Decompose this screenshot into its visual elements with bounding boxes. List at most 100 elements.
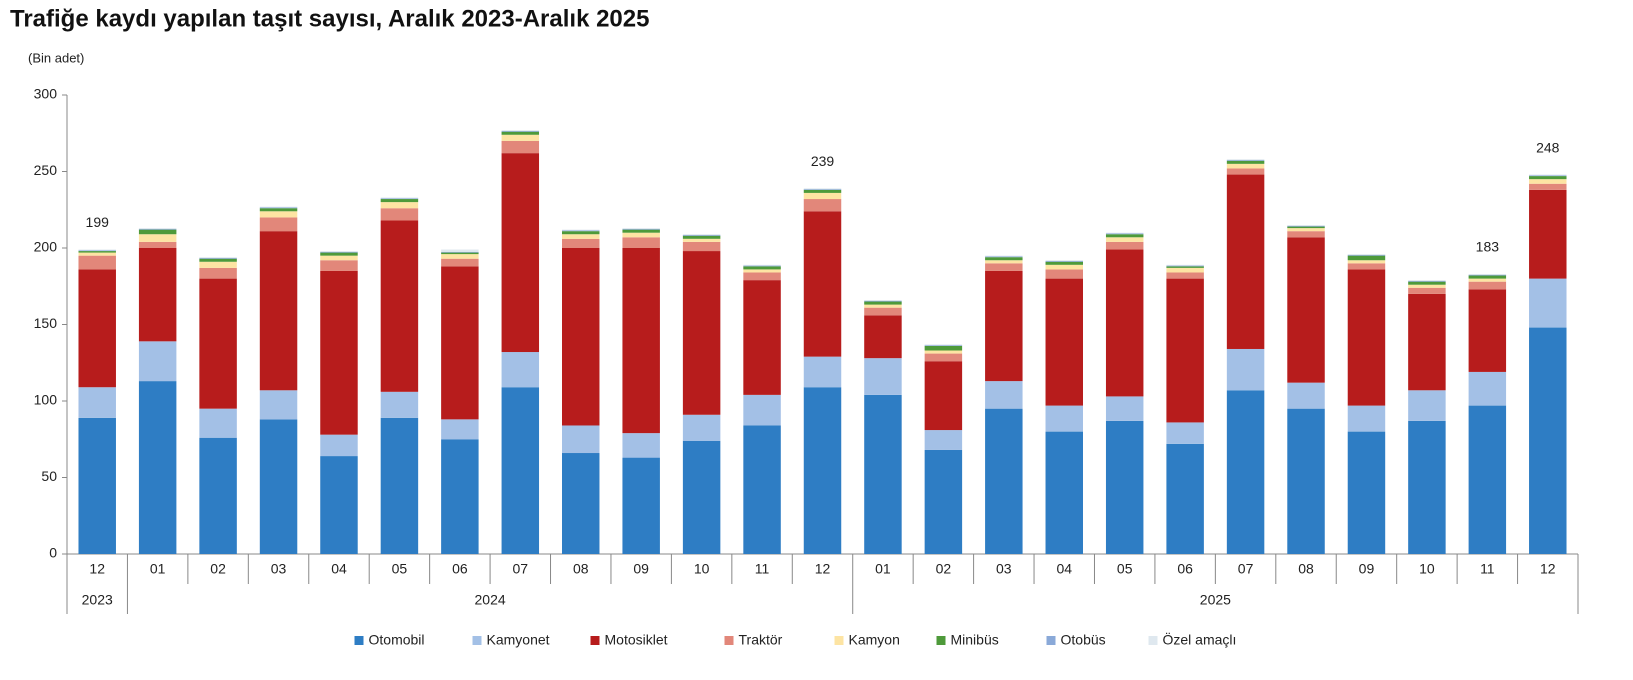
y-tick-label: 50 (41, 468, 57, 484)
legend-label: Kamyon (849, 632, 900, 648)
bar-segment (501, 131, 540, 135)
legend-swatch (354, 636, 364, 645)
bar-segment (199, 437, 237, 554)
bar-segment (138, 228, 177, 230)
bar-segment (864, 300, 902, 302)
bar-segment (1226, 168, 1265, 175)
bar-segment (441, 439, 479, 554)
y-tick-label: 0 (49, 545, 57, 561)
x-tick-label: 04 (331, 561, 347, 577)
x-group-label: 2023 (82, 592, 113, 608)
bar-segment (985, 270, 1023, 382)
bar-segment (78, 252, 116, 256)
bar-segment (1226, 174, 1265, 349)
bar-segment (682, 414, 721, 441)
x-tick-label: 06 (452, 561, 468, 577)
bar-segment (1468, 281, 1507, 290)
bar-segment (1166, 422, 1204, 444)
bar-segment (199, 278, 237, 409)
bar-segment (622, 232, 660, 238)
bar-segment (743, 272, 781, 281)
bar-segment (501, 130, 540, 132)
bar-segment (743, 264, 781, 266)
bar-segment (259, 207, 298, 209)
bar-segment (441, 258, 479, 267)
bar-segment (1529, 278, 1567, 328)
bar-segment (1529, 179, 1567, 184)
bar-segment (1408, 293, 1446, 391)
x-tick-label: 05 (392, 561, 408, 577)
bar-segment (259, 419, 298, 554)
bar-segment (138, 229, 177, 235)
bar-segment (1408, 280, 1446, 281)
legend-swatch (590, 636, 600, 645)
bar-segment (803, 211, 842, 357)
bar-segment (622, 433, 660, 458)
legend-label: Motosiklet (605, 632, 668, 648)
bar-segment (1347, 263, 1386, 270)
bar-segment (199, 257, 237, 259)
bar-segment (1166, 265, 1204, 267)
bar-segment (743, 280, 781, 395)
bar-segment (1045, 269, 1083, 279)
bar-segment (924, 449, 963, 554)
bar-segment (380, 202, 419, 209)
bar-segment (1166, 272, 1204, 279)
bar-segment (803, 192, 842, 200)
bar-segment (501, 387, 540, 554)
bar-segment (1166, 266, 1204, 268)
bar-segment (803, 189, 842, 190)
bar-segment (682, 235, 721, 239)
bar-segment (1408, 280, 1446, 282)
bar-segment (320, 255, 358, 261)
x-tick-label: 09 (633, 561, 649, 577)
bar-segment (682, 251, 721, 415)
bar-segment (441, 249, 479, 252)
bar-segment (743, 425, 781, 554)
bar-segment (1408, 281, 1446, 285)
chart-title: Trafiğe kaydı yapılan taşıt sayısı, Aral… (10, 5, 649, 32)
bar-segment (380, 220, 419, 392)
bar-segment (138, 248, 177, 342)
bar-segment (441, 254, 479, 259)
bar-segment (1347, 254, 1386, 256)
bar-segment (501, 134, 540, 141)
bar-segment (1408, 420, 1446, 554)
x-tick-label: 02 (210, 561, 226, 577)
bar-segment (562, 425, 600, 454)
legend-swatch (834, 636, 844, 645)
bar-segment (501, 130, 540, 131)
bar-segment (259, 211, 298, 218)
bar-segment (622, 229, 660, 233)
bar-segment (1226, 160, 1265, 164)
bar-segment (1468, 289, 1507, 372)
bar-segment (562, 453, 600, 554)
bar-segment (1045, 431, 1083, 554)
bar-segment (1468, 275, 1507, 279)
bar-segment (380, 417, 419, 554)
bar-segment (622, 237, 660, 248)
bar-segment (743, 269, 781, 273)
bar-segment (1105, 420, 1144, 554)
bar-segment (622, 228, 660, 230)
bar-segment (1105, 232, 1144, 234)
bar-segment (320, 251, 358, 252)
bar-segment (1529, 174, 1567, 176)
bar-segment (501, 153, 540, 353)
x-tick-label: 03 (996, 561, 1012, 577)
legend-label: Kamyonet (487, 632, 550, 648)
x-tick-label: 06 (1177, 561, 1193, 577)
bar-segment (1045, 261, 1083, 262)
total-label: 248 (1536, 139, 1560, 155)
bar-segment (985, 408, 1023, 554)
x-tick-label: 10 (694, 561, 710, 577)
y-tick-label: 250 (34, 162, 58, 178)
x-tick-label: 10 (1419, 561, 1435, 577)
bar-segment (864, 358, 902, 395)
bar-segment (1226, 390, 1265, 554)
bar-segment (622, 228, 660, 229)
bar-segment (1166, 267, 1204, 273)
x-tick-label: 12 (89, 561, 105, 577)
bar-segment (864, 307, 902, 316)
bar-segment (501, 140, 540, 154)
